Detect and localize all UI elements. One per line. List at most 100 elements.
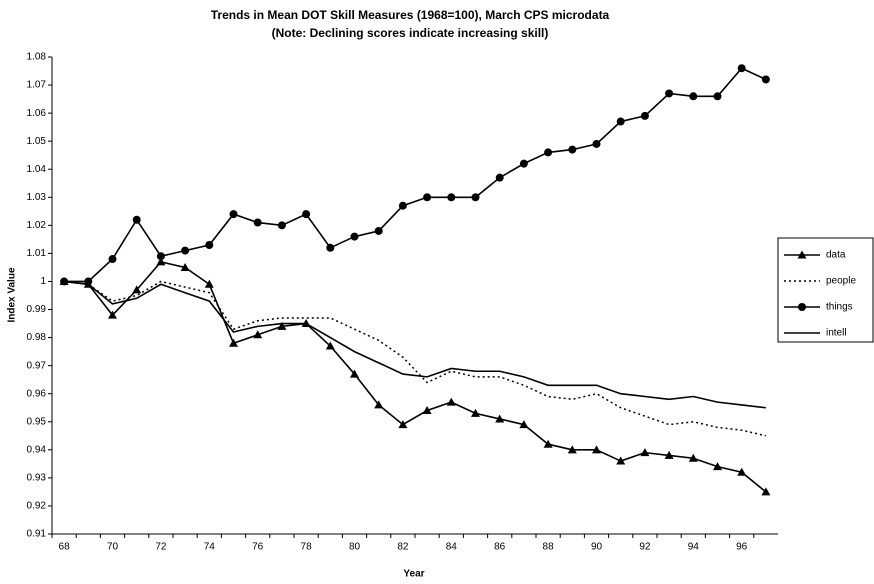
y-tick-label: 1.06 bbox=[27, 108, 47, 119]
point bbox=[640, 448, 650, 457]
point bbox=[302, 210, 311, 219]
point bbox=[398, 420, 408, 429]
point bbox=[616, 117, 625, 126]
point bbox=[713, 462, 722, 471]
point bbox=[737, 64, 746, 73]
y-tick-label: 0.95 bbox=[27, 416, 47, 427]
x-tick-label: 80 bbox=[349, 542, 361, 553]
y-tick-label: 0.99 bbox=[27, 304, 47, 315]
legend-label: people bbox=[826, 276, 856, 287]
point bbox=[374, 226, 383, 235]
point bbox=[761, 487, 771, 496]
chart-title: Trends in Mean DOT Skill Measures (1968=… bbox=[211, 8, 610, 22]
point bbox=[543, 439, 553, 448]
y-tick-label: 0.94 bbox=[27, 444, 47, 455]
point bbox=[495, 414, 505, 423]
point bbox=[277, 221, 286, 230]
y-tick-label: 0.98 bbox=[27, 332, 47, 343]
x-axis-label: Year bbox=[403, 569, 424, 580]
point bbox=[229, 210, 238, 219]
y-tick-label: 1 bbox=[40, 276, 46, 287]
x-tick-label: 82 bbox=[397, 542, 409, 553]
point bbox=[471, 408, 480, 417]
y-axis-label: Index Value bbox=[7, 267, 18, 322]
point bbox=[519, 420, 529, 429]
x-tick-label: 90 bbox=[591, 542, 603, 553]
x-tick-label: 88 bbox=[543, 542, 555, 553]
point bbox=[229, 338, 238, 347]
point bbox=[180, 262, 190, 271]
y-tick-label: 1.08 bbox=[27, 52, 47, 63]
chart-subtitle: (Note: Declining scores indicate increas… bbox=[272, 26, 549, 40]
point bbox=[156, 257, 166, 266]
y-tick-label: 0.92 bbox=[27, 501, 47, 512]
point bbox=[688, 453, 698, 462]
y-tick-label: 0.97 bbox=[27, 360, 47, 371]
point bbox=[567, 445, 577, 454]
y-tick-label: 0.91 bbox=[27, 529, 47, 540]
point bbox=[350, 369, 359, 378]
point bbox=[665, 89, 674, 98]
series-line bbox=[64, 260, 767, 493]
y-tick-label: 1.03 bbox=[27, 192, 47, 203]
legend-label: things bbox=[826, 302, 853, 313]
point bbox=[108, 310, 117, 319]
x-tick-label: 78 bbox=[301, 542, 313, 553]
x-tick-label: 68 bbox=[59, 542, 71, 553]
y-tick-label: 1.07 bbox=[27, 80, 47, 91]
point bbox=[689, 92, 698, 101]
point bbox=[132, 215, 141, 224]
point bbox=[471, 193, 480, 202]
x-tick-label: 72 bbox=[155, 542, 167, 553]
point bbox=[277, 321, 287, 330]
legend-label: intell bbox=[826, 328, 847, 339]
point bbox=[519, 159, 528, 168]
legend-label: data bbox=[826, 250, 846, 261]
point bbox=[325, 341, 335, 350]
series-line bbox=[64, 280, 767, 437]
point bbox=[713, 92, 722, 101]
series-line bbox=[64, 280, 766, 409]
point bbox=[350, 232, 359, 241]
y-tick-label: 0.96 bbox=[27, 388, 47, 399]
point bbox=[737, 467, 747, 476]
x-tick-label: 96 bbox=[736, 542, 748, 553]
series-line bbox=[64, 67, 767, 283]
point bbox=[253, 218, 262, 227]
point bbox=[181, 246, 190, 255]
point bbox=[132, 285, 142, 294]
point bbox=[374, 400, 384, 409]
point bbox=[326, 243, 335, 252]
point bbox=[592, 445, 601, 454]
point bbox=[495, 173, 504, 182]
x-tick-label: 92 bbox=[639, 542, 651, 553]
point bbox=[253, 330, 263, 339]
y-tick-label: 0.93 bbox=[27, 473, 47, 484]
point bbox=[544, 148, 553, 157]
point bbox=[398, 201, 407, 210]
legend-marker bbox=[798, 303, 806, 311]
point bbox=[205, 240, 214, 249]
point bbox=[664, 450, 674, 459]
x-tick-label: 86 bbox=[494, 542, 506, 553]
point bbox=[592, 139, 601, 148]
legend-marker bbox=[797, 250, 807, 259]
y-tick-label: 1.04 bbox=[27, 164, 47, 175]
point bbox=[568, 145, 577, 154]
point bbox=[108, 255, 117, 264]
point bbox=[640, 111, 649, 120]
x-tick-label: 70 bbox=[107, 542, 119, 553]
x-tick-label: 84 bbox=[446, 542, 458, 553]
y-tick-label: 1.02 bbox=[27, 220, 47, 231]
point bbox=[616, 456, 626, 465]
point bbox=[446, 397, 456, 406]
y-tick-label: 1.01 bbox=[27, 248, 47, 259]
point bbox=[423, 193, 432, 202]
point bbox=[761, 75, 770, 84]
y-tick-label: 1.05 bbox=[27, 136, 47, 147]
x-tick-label: 94 bbox=[688, 542, 700, 553]
point bbox=[204, 279, 214, 288]
point bbox=[156, 252, 165, 261]
x-tick-label: 74 bbox=[204, 542, 216, 553]
